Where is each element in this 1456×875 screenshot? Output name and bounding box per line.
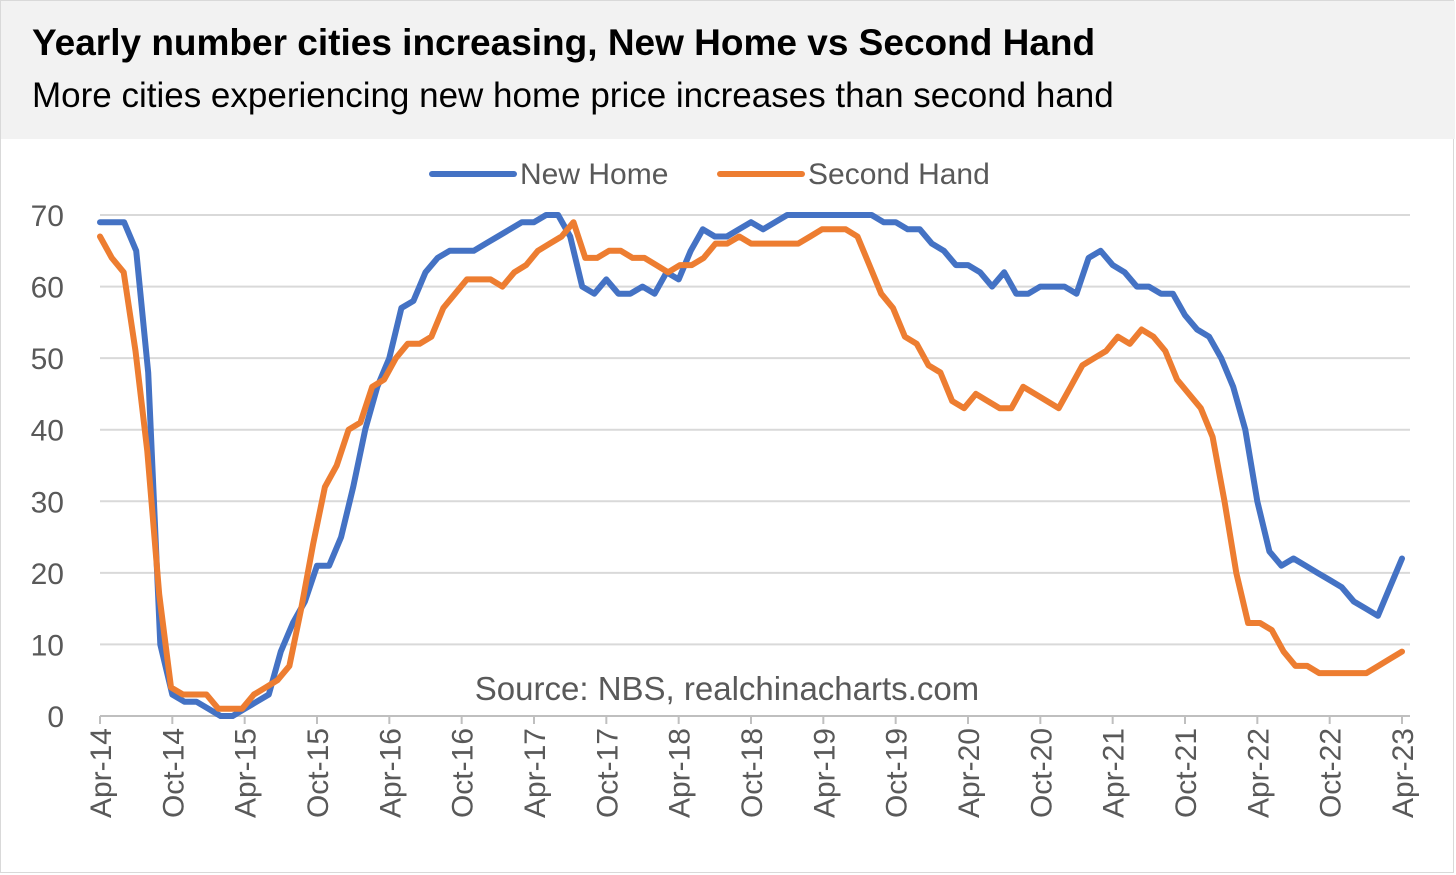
x-tick-label: Apr-20 bbox=[953, 728, 986, 818]
series-line-second-hand bbox=[97, 219, 1405, 712]
x-tick-label: Apr-14 bbox=[85, 728, 118, 818]
x-tick-label: Oct-19 bbox=[881, 728, 914, 818]
x-tick-label: Apr-16 bbox=[374, 728, 407, 818]
y-tick-label: 30 bbox=[31, 486, 64, 519]
x-tick-label: Oct-17 bbox=[591, 728, 624, 818]
x-tick-label: Oct-22 bbox=[1315, 728, 1348, 818]
y-tick-label: 70 bbox=[31, 200, 64, 233]
legend: New Home Second Hand bbox=[429, 158, 990, 191]
x-tick-label: Oct-16 bbox=[447, 728, 480, 818]
gridlines bbox=[100, 214, 1410, 646]
chart-subtitle: More cities experiencing new home price … bbox=[32, 76, 1114, 115]
series-lines bbox=[97, 212, 1405, 719]
x-tick-label: Apr-18 bbox=[664, 728, 697, 818]
y-tick-label: 0 bbox=[47, 701, 64, 734]
x-tick-label: Apr-17 bbox=[519, 728, 552, 818]
x-tick-label: Apr-21 bbox=[1098, 728, 1131, 818]
y-axis: 0 10 20 30 40 50 60 70 bbox=[31, 200, 64, 734]
x-tick-label: Oct-18 bbox=[736, 728, 769, 818]
x-tick-label: Oct-14 bbox=[157, 728, 190, 818]
y-tick-label: 60 bbox=[31, 272, 64, 305]
x-tick-label: Apr-23 bbox=[1387, 728, 1420, 818]
legend-label: New Home bbox=[520, 158, 668, 191]
x-tick-label: Oct-15 bbox=[302, 728, 335, 818]
source-annotation: Source: NBS, realchinacharts.com bbox=[475, 670, 979, 707]
series-line-new-home bbox=[97, 212, 1405, 719]
x-tick-label: Apr-19 bbox=[808, 728, 841, 818]
x-tick-label: Apr-22 bbox=[1242, 728, 1275, 818]
y-tick-label: 10 bbox=[31, 629, 64, 662]
legend-label: Second Hand bbox=[808, 158, 990, 191]
y-tick-label: 50 bbox=[31, 343, 64, 376]
y-tick-label: 20 bbox=[31, 558, 64, 591]
chart-title: Yearly number cities increasing, New Hom… bbox=[32, 22, 1096, 63]
x-tick-label: Apr-15 bbox=[230, 728, 263, 818]
title-band bbox=[1, 1, 1455, 139]
y-tick-label: 40 bbox=[31, 415, 64, 448]
x-tick-label: Oct-20 bbox=[1025, 728, 1058, 818]
x-tick-label: Oct-21 bbox=[1170, 728, 1203, 818]
x-axis: Apr-14 Oct-14 Apr-15 Oct-15 Apr-16 Oct-16 Apr-… bbox=[85, 715, 1420, 818]
